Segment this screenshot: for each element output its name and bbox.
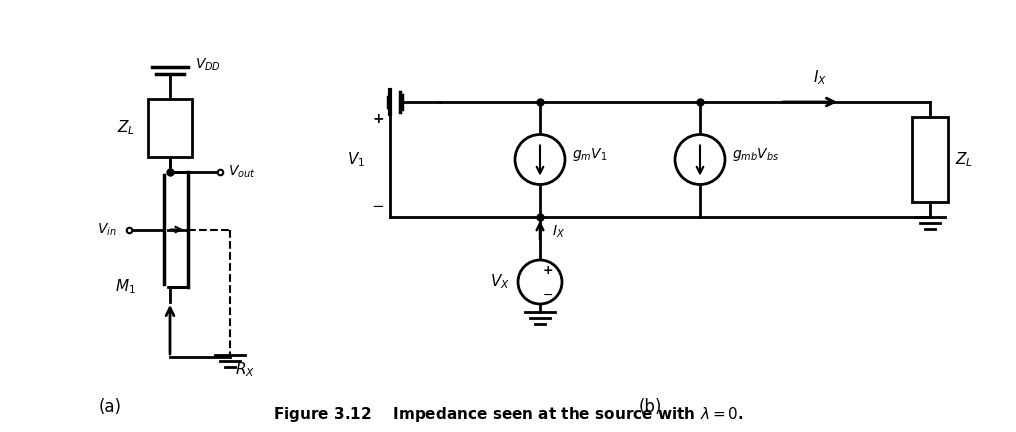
Text: $Z_L$: $Z_L$: [117, 119, 135, 137]
Text: $-$: $-$: [543, 288, 554, 301]
Text: $V_{out}$: $V_{out}$: [228, 164, 256, 180]
Text: +: +: [372, 112, 384, 126]
Text: $V_X$: $V_X$: [490, 273, 510, 291]
Text: (a): (a): [99, 398, 122, 416]
Text: Figure 3.12    Impedance seen at the source with $\lambda = 0$.: Figure 3.12 Impedance seen at the source…: [272, 405, 744, 424]
Text: (b): (b): [638, 398, 661, 416]
Text: $M_1$: $M_1$: [115, 278, 136, 296]
Text: +: +: [543, 264, 554, 276]
Bar: [912, 117, 948, 202]
Text: $-$: $-$: [372, 197, 385, 212]
Text: $V_{in}$: $V_{in}$: [98, 221, 117, 238]
Text: $R_X$: $R_X$: [235, 360, 255, 379]
Text: $I_X$: $I_X$: [813, 68, 827, 87]
Circle shape: [515, 134, 565, 184]
Text: $V_1$: $V_1$: [346, 150, 365, 169]
Text: $I_X$: $I_X$: [552, 224, 565, 240]
Text: $g_m V_1$: $g_m V_1$: [572, 146, 608, 163]
Bar: [148, 99, 192, 157]
Circle shape: [518, 260, 562, 304]
Text: $Z_L$: $Z_L$: [955, 150, 973, 169]
Text: $V_{DD}$: $V_{DD}$: [195, 57, 221, 73]
Text: $g_{mb} V_{bs}$: $g_{mb} V_{bs}$: [732, 146, 779, 163]
Circle shape: [675, 134, 725, 184]
